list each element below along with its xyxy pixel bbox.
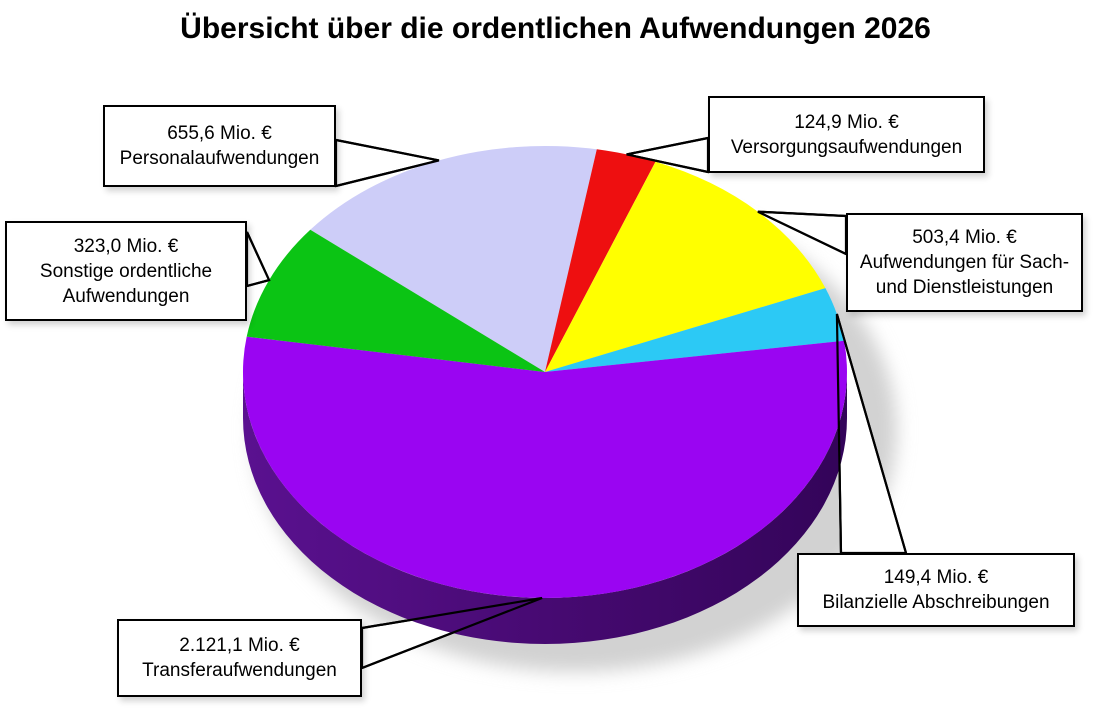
callout-value: 655,6 Mio. €	[167, 123, 272, 144]
callout-sonstige-ordentliche-aufwendungen: 323,0 Mio. € Sonstige ordentliche Aufwen…	[5, 221, 247, 321]
pie-slice-bilanzielle-abschreibungen	[545, 288, 845, 372]
callout-label: Aufwendungen für Sach- und Dienstleistun…	[859, 252, 1070, 298]
callout-label: Sonstige ordentliche Aufwendungen	[39, 260, 213, 307]
callout-label: Transferaufwendungen	[142, 660, 337, 681]
callout-label: Personalaufwendungen	[119, 148, 320, 169]
callout-versorgungsaufwendungen: 124,9 Mio. € Versorgungsaufwendungen	[708, 96, 985, 173]
pie-slice-versorgungsaufwendungen	[545, 149, 656, 372]
callout-pointer-outline	[835, 313, 908, 554]
callout-label: Bilanzielle Abschreibungen	[822, 592, 1050, 613]
pie-slice-personalaufwendungen	[310, 145, 597, 372]
pie-slice-sonstige-ordentliche-aufwendungen	[246, 229, 545, 372]
callout-pointer-outline	[757, 210, 847, 255]
callout-pointer-outline	[361, 596, 543, 670]
pie-slices	[242, 145, 847, 598]
callout-pointer-outlines	[246, 136, 908, 670]
callout-value: 124,9 Mio. €	[794, 111, 899, 133]
pie-slice-transferaufwendungen	[242, 336, 847, 598]
callout-value: 323,0 Mio. €	[73, 235, 179, 257]
chart-title: Übersicht über die ordentlichen Aufwendu…	[180, 12, 931, 45]
callout-value: 149,4 Mio. €	[883, 567, 989, 588]
callout-pointer-outline	[246, 231, 271, 288]
callout-label: Versorgungsaufwendungen	[730, 136, 963, 158]
callout-personalaufwendungen: 655,6 Mio. € Personalaufwendungen	[103, 105, 336, 187]
callout-bilanzielle-abschreibungen: 149,4 Mio. € Bilanzielle Abschreibungen	[797, 553, 1075, 627]
callout-value: 503,4 Mio. €	[912, 227, 1017, 248]
callout-sach-und-dienstleistungen: 503,4 Mio. € Aufwendungen für Sach- und …	[846, 213, 1083, 312]
callout-transferaufwendungen: 2.121,1 Mio. € Transferaufwendungen	[117, 619, 362, 697]
callout-pointer-outline	[335, 138, 440, 188]
callout-pointer-outline	[626, 136, 709, 174]
pie-rim	[243, 372, 847, 644]
callout-value: 2.121,1 Mio. €	[179, 635, 300, 656]
pie-slice-aufwendungen-f-r-sach-und-dienstleistungen	[545, 161, 826, 372]
